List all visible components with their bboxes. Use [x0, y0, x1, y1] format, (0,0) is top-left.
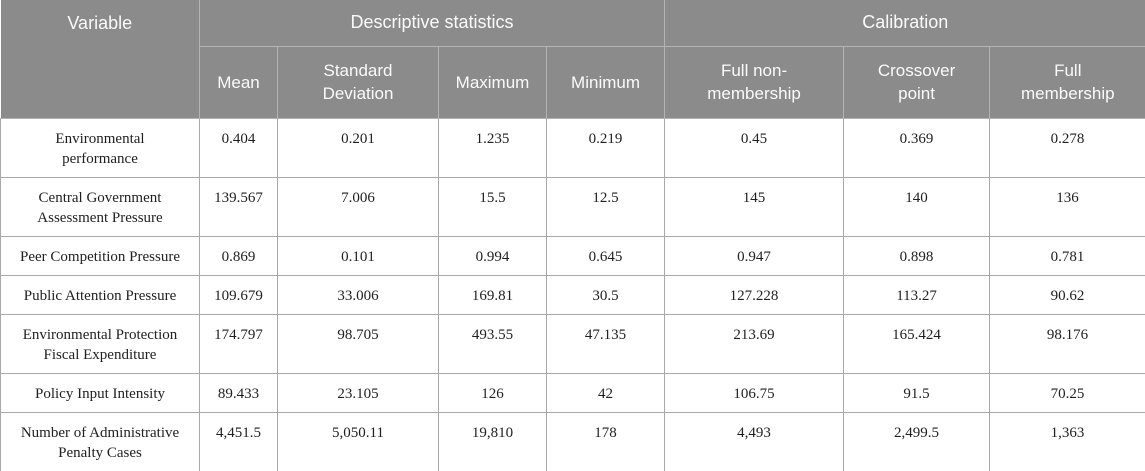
variable-cell: Environmental performance — [0, 117, 200, 178]
value-cell: 174.797 — [199, 313, 278, 374]
value-cell: 213.69 — [664, 313, 845, 374]
column-header-mean: Mean — [199, 45, 278, 119]
value-cell: 0.898 — [843, 235, 991, 276]
value-cell: 7.006 — [277, 176, 439, 237]
group-header-calibration: Calibration — [664, 0, 1145, 47]
value-cell: 0.219 — [545, 117, 666, 178]
value-cell: 5,050.11 — [277, 411, 439, 471]
value-cell: 0.278 — [989, 117, 1145, 178]
value-cell: 47.135 — [545, 313, 666, 374]
column-header-crossover-point: Crossover point — [843, 45, 991, 119]
table-row: Environmental Protection Fiscal Expendit… — [0, 313, 1145, 374]
value-cell: 113.27 — [843, 274, 991, 315]
group-header-row: Variable Descriptive statistics Calibrat… — [0, 0, 1145, 119]
column-header-minimum: Minimum — [545, 45, 666, 119]
value-cell: 0.869 — [199, 235, 278, 276]
value-cell: 0.947 — [664, 235, 845, 276]
value-cell: 23.105 — [277, 372, 439, 413]
value-cell: 0.781 — [989, 235, 1145, 276]
value-cell: 0.201 — [277, 117, 439, 178]
table-header: Variable Descriptive statistics Calibrat… — [0, 0, 1145, 119]
variable-cell: Peer Competition Pressure — [0, 235, 200, 276]
value-cell: 15.5 — [438, 176, 547, 237]
value-cell: 109.679 — [199, 274, 278, 315]
value-cell: 4,451.5 — [199, 411, 278, 471]
value-cell: 493.55 — [438, 313, 547, 374]
value-cell: 19,810 — [438, 411, 547, 471]
variable-cell: Environmental Protection Fiscal Expendit… — [0, 313, 200, 374]
column-header-standard-deviation: Standard Deviation — [277, 45, 439, 119]
value-cell: 0.45 — [664, 117, 845, 178]
value-cell: 139.567 — [199, 176, 278, 237]
value-cell: 91.5 — [843, 372, 991, 413]
table-row: Central Government Assessment Pressure 1… — [0, 176, 1145, 237]
value-cell: 169.81 — [438, 274, 547, 315]
column-header-variable: Variable — [0, 0, 200, 119]
value-cell: 140 — [843, 176, 991, 237]
column-header-maximum: Maximum — [438, 45, 547, 119]
value-cell: 90.62 — [989, 274, 1145, 315]
value-cell: 126 — [438, 372, 547, 413]
value-cell: 1.235 — [438, 117, 547, 178]
value-cell: 2,499.5 — [843, 411, 991, 471]
value-cell: 0.994 — [438, 235, 547, 276]
value-cell: 12.5 — [545, 176, 666, 237]
value-cell: 70.25 — [989, 372, 1145, 413]
column-header-full-membership: Full membership — [989, 45, 1145, 119]
table-row: Policy Input Intensity 89.433 23.105 126… — [0, 372, 1145, 413]
value-cell: 4,493 — [664, 411, 845, 471]
variable-cell: Central Government Assessment Pressure — [0, 176, 200, 237]
table-row: Peer Competition Pressure 0.869 0.101 0.… — [0, 235, 1145, 276]
value-cell: 0.645 — [545, 235, 666, 276]
value-cell: 89.433 — [199, 372, 278, 413]
value-cell: 0.369 — [843, 117, 991, 178]
value-cell: 165.424 — [843, 313, 991, 374]
value-cell: 106.75 — [664, 372, 845, 413]
variable-cell: Policy Input Intensity — [0, 372, 200, 413]
value-cell: 0.101 — [277, 235, 439, 276]
group-header-descriptive-statistics: Descriptive statistics — [198, 0, 666, 47]
value-cell: 42 — [545, 372, 666, 413]
value-cell: 33.006 — [277, 274, 439, 315]
variable-cell: Number of Administrative Penalty Cases — [0, 411, 200, 471]
value-cell: 98.705 — [277, 313, 439, 374]
value-cell: 30.5 — [545, 274, 666, 315]
column-header-full-non-membership: Full non- membership — [664, 45, 845, 119]
value-cell: 127.228 — [664, 274, 845, 315]
value-cell: 0.404 — [199, 117, 278, 178]
value-cell: 178 — [545, 411, 666, 471]
table-row: Public Attention Pressure 109.679 33.006… — [0, 274, 1145, 315]
table-row: Number of Administrative Penalty Cases 4… — [0, 411, 1145, 471]
value-cell: 98.176 — [989, 313, 1145, 374]
table-row: Environmental performance 0.404 0.201 1.… — [0, 117, 1145, 178]
value-cell: 136 — [989, 176, 1145, 237]
table-body: Environmental performance 0.404 0.201 1.… — [0, 117, 1145, 471]
value-cell: 1,363 — [989, 411, 1145, 471]
value-cell: 145 — [664, 176, 845, 237]
variable-cell: Public Attention Pressure — [0, 274, 200, 315]
